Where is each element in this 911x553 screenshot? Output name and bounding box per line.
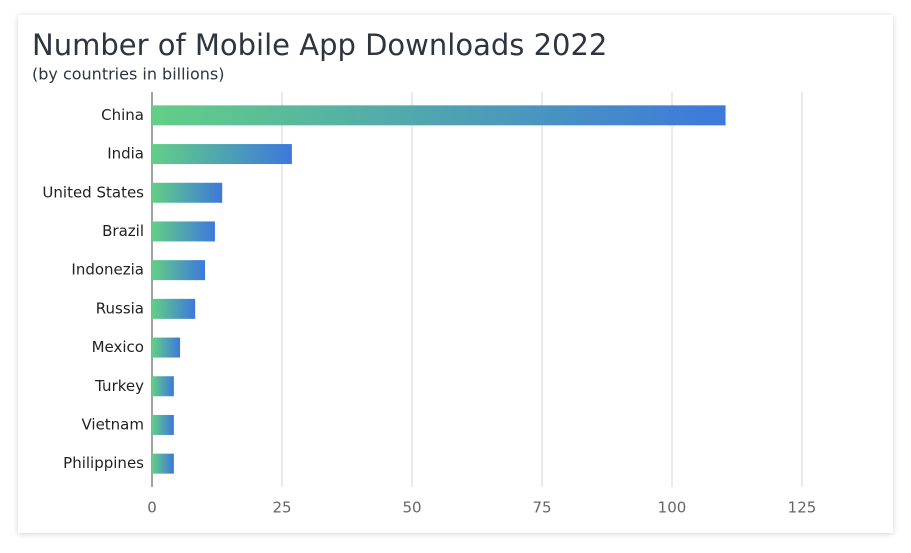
bar <box>152 337 181 358</box>
card <box>18 15 893 533</box>
x-tick-label: 100 <box>658 499 687 517</box>
y-tick-label: Mexico <box>92 338 144 356</box>
bar <box>152 144 292 165</box>
bar <box>152 105 726 126</box>
y-tick-label: United States <box>42 183 144 201</box>
y-tick-label: Brazil <box>102 222 144 240</box>
x-tick-label: 0 <box>147 499 157 517</box>
y-tick-label: Russia <box>96 299 144 317</box>
bar <box>152 260 206 281</box>
y-tick-label: India <box>107 145 144 163</box>
y-tick-label: Philippines <box>63 454 144 472</box>
y-tick-label: Indonezia <box>71 261 144 279</box>
y-tick-label: China <box>101 106 144 124</box>
bar <box>152 376 174 397</box>
chart-title: Number of Mobile App Downloads 2022 <box>32 28 607 62</box>
bar <box>152 414 174 435</box>
bar <box>152 182 223 203</box>
bar <box>152 298 196 319</box>
y-tick-label: Turkey <box>94 377 144 395</box>
y-tick-label: Vietnam <box>81 415 144 433</box>
x-tick-label: 125 <box>788 499 817 517</box>
x-tick-label: 75 <box>532 499 551 517</box>
bar <box>152 221 215 242</box>
x-tick-label: 25 <box>272 499 291 517</box>
x-tick-label: 50 <box>402 499 421 517</box>
chart-subtitle: (by countries in billions) <box>32 65 225 84</box>
bar <box>152 453 174 474</box>
